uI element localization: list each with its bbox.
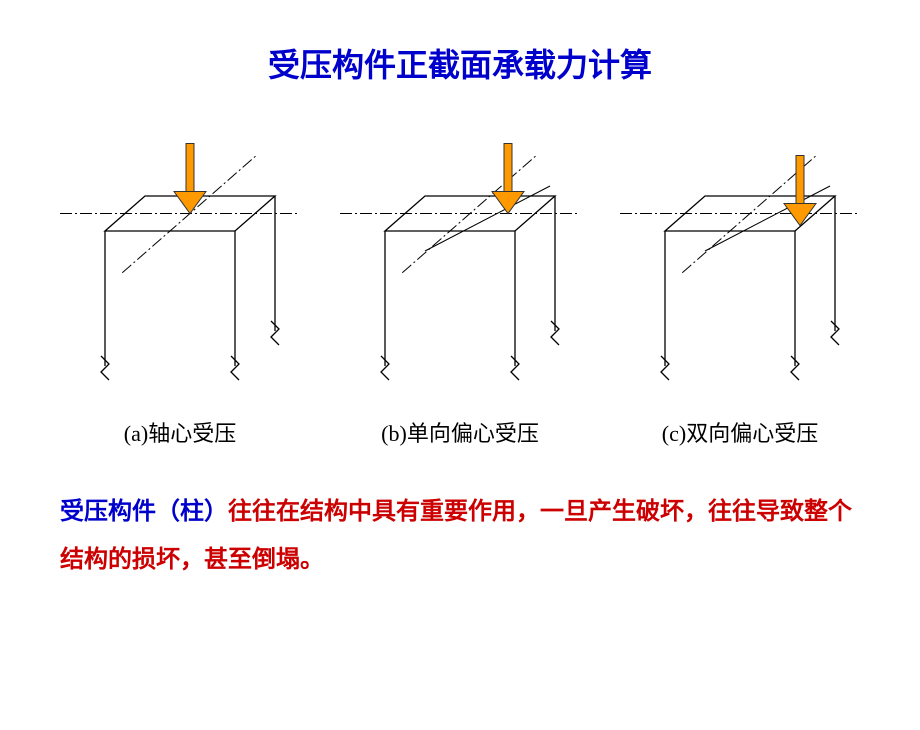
diagram-c-svg [610,116,870,396]
desc-part1: 受压构件（柱） [60,499,228,525]
diagram-c: (c)双向偏心受压 [610,116,870,448]
diagrams-row: (a)轴心受压 (b)单向偏心受压 (c)双向偏心受压 [0,116,920,448]
description-paragraph: 受压构件（柱）往往在结构中具有重要作用，一旦产生破坏，往往导致整个结构的损坏，甚… [60,488,860,584]
page-title: 受压构件正截面承载力计算 [0,40,920,86]
diagram-a-svg [50,116,310,396]
caption-b: (b)单向偏心受压 [381,416,539,448]
caption-a: (a)轴心受压 [124,416,236,448]
caption-c: (c)双向偏心受压 [662,416,818,448]
diagram-a: (a)轴心受压 [50,116,310,448]
diagram-b: (b)单向偏心受压 [330,116,590,448]
diagram-b-svg [330,116,590,396]
